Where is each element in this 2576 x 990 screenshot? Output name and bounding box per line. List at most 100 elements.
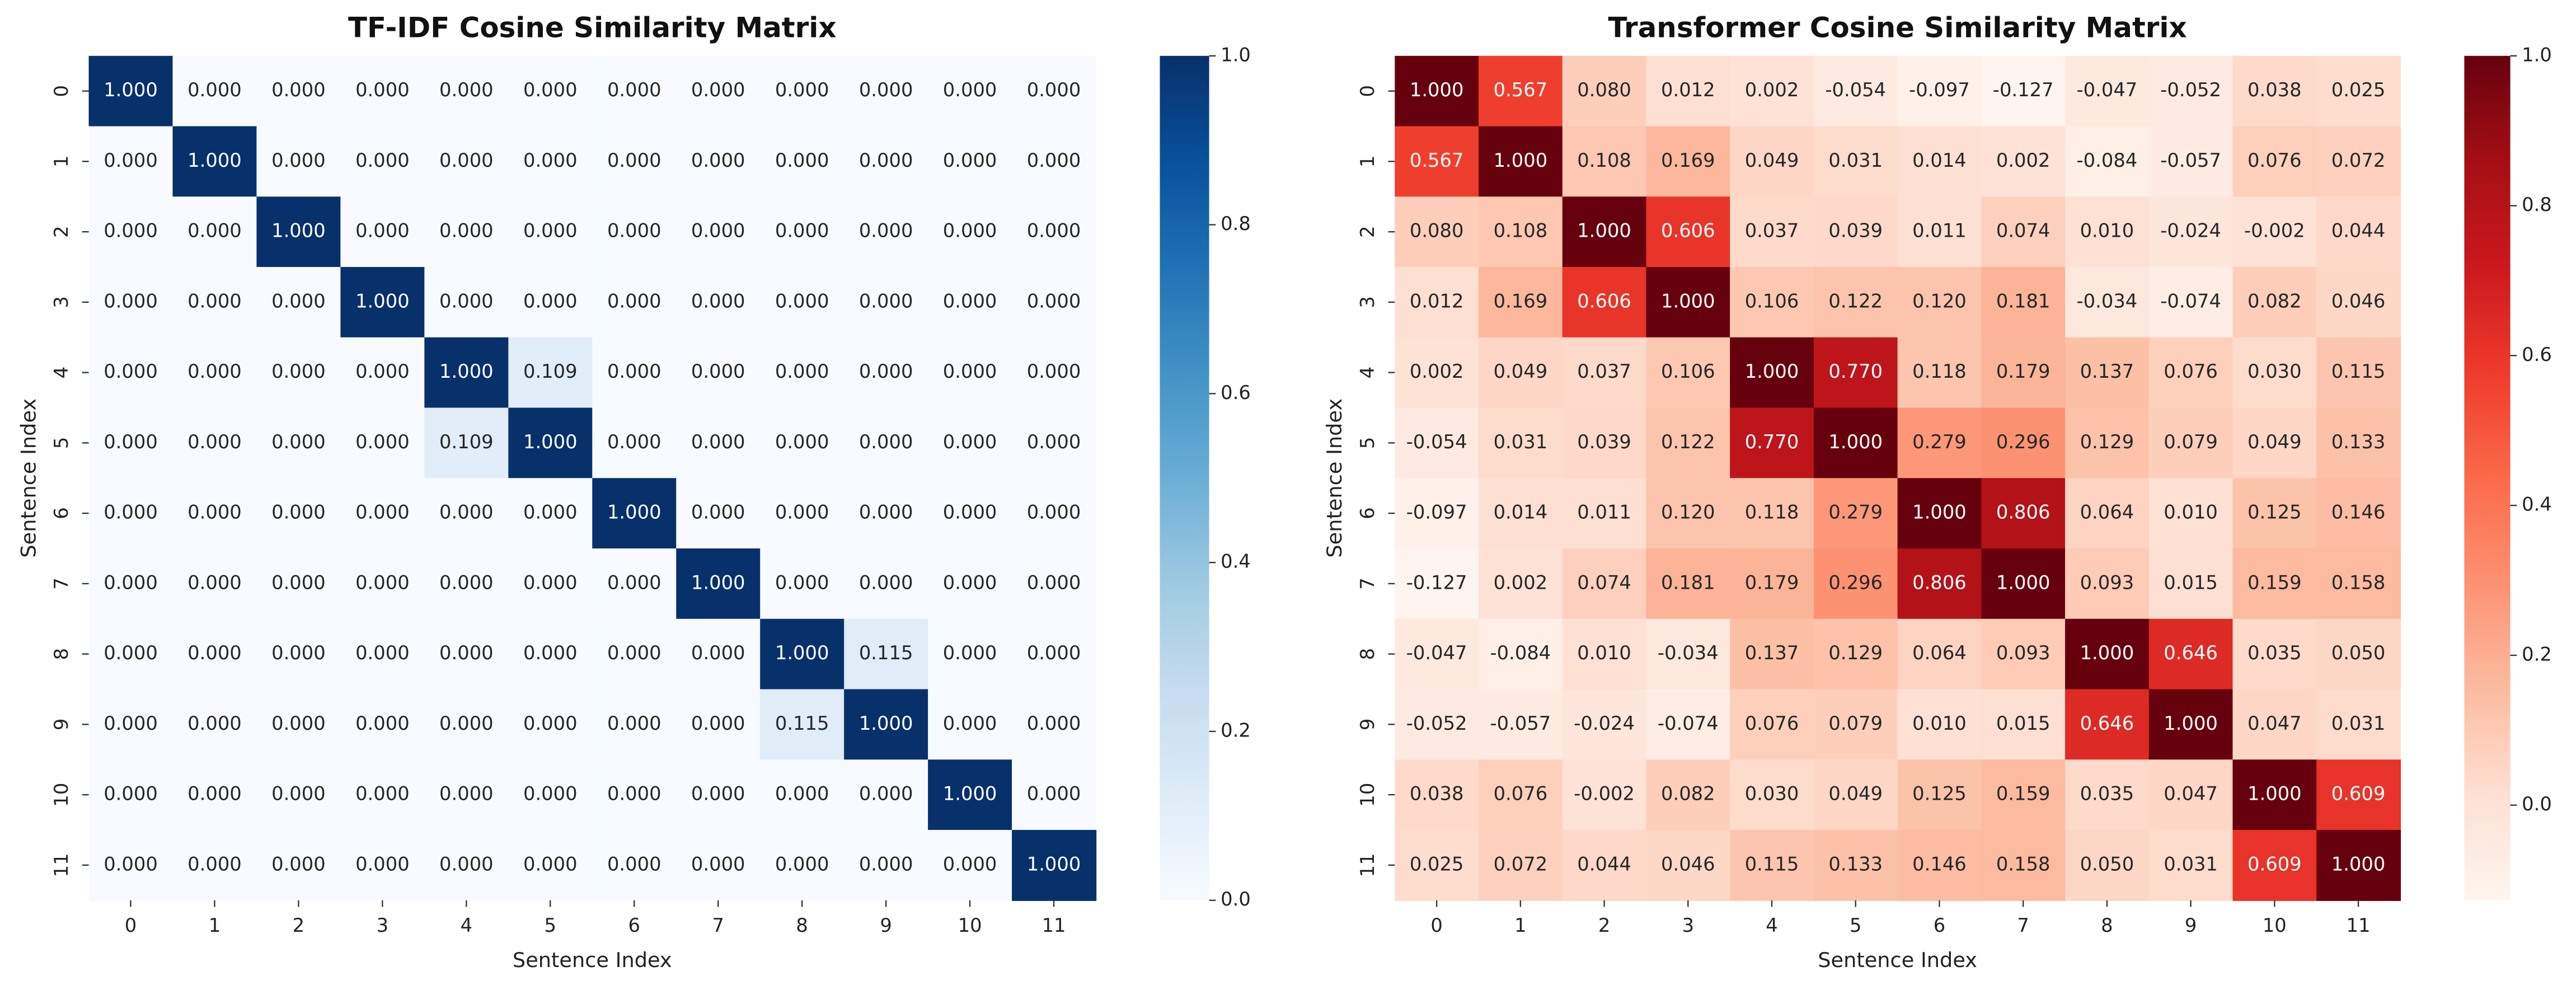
cell-label: 0.000 xyxy=(1027,501,1081,523)
cell-label: 1.000 xyxy=(2164,712,2218,734)
x-tick-label: 0 xyxy=(1430,914,1442,936)
x-tick-label: 5 xyxy=(545,914,556,936)
cell-label: 0.002 xyxy=(1410,360,1464,382)
heatmap-cell xyxy=(340,548,425,620)
cell-label: 0.000 xyxy=(859,220,913,242)
x-tick-label: 2 xyxy=(1598,914,1610,936)
cell-label: 0.039 xyxy=(1577,431,1631,453)
cell-label: 0.000 xyxy=(607,290,661,312)
cell-label: 0.000 xyxy=(355,501,410,523)
heatmap-cell xyxy=(256,407,341,479)
cell-label: 0.010 xyxy=(2080,220,2134,242)
heatmap-cell xyxy=(1479,196,1563,268)
heatmap-cell xyxy=(1897,478,1982,550)
cell-label: 0.000 xyxy=(1027,431,1081,453)
cell-label: 0.146 xyxy=(1912,853,1967,875)
heatmap-cell xyxy=(1730,689,1815,761)
cell-label: 0.000 xyxy=(355,712,410,734)
cell-label: -0.002 xyxy=(1574,783,1635,805)
cell-label: 0.012 xyxy=(1410,290,1464,312)
cell-label: 0.296 xyxy=(1996,431,2051,453)
x-tick-label: 2 xyxy=(293,914,304,936)
heatmap-cell xyxy=(1730,618,1815,690)
cell-label: 0.000 xyxy=(607,853,661,875)
heatmap-cell xyxy=(1730,407,1815,479)
heatmap-cell xyxy=(2148,689,2234,761)
heatmap-cell xyxy=(172,618,257,690)
cell-label: 1.000 xyxy=(1027,853,1081,875)
x-tick-label: 4 xyxy=(1766,914,1777,936)
cell-label: -0.047 xyxy=(2076,79,2137,101)
cell-label: 0.000 xyxy=(775,149,829,171)
cell-label: 0.000 xyxy=(607,642,661,664)
cell-label: 0.002 xyxy=(1996,149,2051,171)
cell-label: 0.064 xyxy=(1912,642,1967,664)
heatmap-cell xyxy=(1012,478,1097,550)
y-tick-label: 0 xyxy=(50,85,72,97)
cell-label: 0.115 xyxy=(1745,853,1799,875)
cell-label: 0.108 xyxy=(1494,220,1548,242)
cell-label: 1.000 xyxy=(859,712,913,734)
cell-label: 0.000 xyxy=(355,360,410,382)
heatmap-cell xyxy=(508,829,593,901)
heatmap-cell xyxy=(424,55,509,127)
heatmap-cell xyxy=(2148,337,2234,409)
heatmap-cell xyxy=(1012,267,1097,338)
cell-label: -0.097 xyxy=(1909,79,1970,101)
cell-label: 0.000 xyxy=(607,783,661,805)
y-tick-label: 4 xyxy=(1357,367,1378,378)
heatmap-cell xyxy=(256,55,341,127)
cell-label: 0.072 xyxy=(2331,149,2386,171)
cell-label: 0.000 xyxy=(523,220,578,242)
heatmap-cell xyxy=(2232,759,2317,831)
cell-label: 0.000 xyxy=(943,360,997,382)
cell-label: 1.000 xyxy=(943,783,997,805)
heatmap-cell xyxy=(1981,126,2066,198)
cell-label: 0.000 xyxy=(104,149,158,171)
x-tick-label: 4 xyxy=(461,914,472,936)
y-tick-label: 3 xyxy=(50,296,72,308)
cell-label: 0.064 xyxy=(2080,501,2134,523)
heatmap-cell xyxy=(1395,829,1480,901)
heatmap-cell xyxy=(676,618,761,690)
heatmap-cell xyxy=(2148,759,2234,831)
cell-label: 0.179 xyxy=(1745,571,1799,593)
heatmap-cell xyxy=(928,829,1013,901)
cell-label: -0.074 xyxy=(2160,290,2221,312)
cell-label: 0.125 xyxy=(2247,501,2302,523)
heatmap-cell xyxy=(1646,337,1731,409)
heatmap-cell xyxy=(1646,478,1731,550)
cell-label: 0.080 xyxy=(1410,220,1464,242)
cell-label: 0.606 xyxy=(1661,220,1715,242)
y-tick-label: 11 xyxy=(50,853,72,877)
heatmap-cell xyxy=(1012,689,1097,761)
heatmap-cell xyxy=(424,829,509,901)
heatmap-cell xyxy=(1012,759,1097,831)
x-tick-label: 7 xyxy=(712,914,724,936)
heatmap-cell xyxy=(592,478,677,550)
cell-label: 0.000 xyxy=(607,571,661,593)
heatmap-cell xyxy=(760,196,845,268)
heatmap-cell xyxy=(172,689,257,761)
heatmap-cell xyxy=(1897,548,1982,620)
cell-label: 0.000 xyxy=(775,501,829,523)
heatmap-cell xyxy=(1562,478,1647,550)
heatmap-cell xyxy=(1981,548,2066,620)
x-tick-label: 11 xyxy=(2347,914,2371,936)
heatmap-cell xyxy=(2065,126,2150,198)
cell-label: -0.002 xyxy=(2244,220,2305,242)
heatmap-cell xyxy=(508,478,593,550)
cell-label: 0.000 xyxy=(691,431,745,453)
cell-label: 0.133 xyxy=(2331,431,2386,453)
cell-label: 0.000 xyxy=(271,712,326,734)
heatmap-cell xyxy=(2148,267,2234,338)
heatmap-cell xyxy=(1813,618,1898,690)
cell-label: 0.000 xyxy=(271,290,326,312)
cell-label: 0.000 xyxy=(1027,712,1081,734)
cell-label: 0.000 xyxy=(523,290,578,312)
cell-label: 0.000 xyxy=(439,79,494,101)
cell-label: 0.106 xyxy=(1745,290,1799,312)
heatmap-cell xyxy=(760,618,845,690)
heatmap-cell xyxy=(1479,689,1563,761)
cell-label: 0.115 xyxy=(2331,360,2386,382)
